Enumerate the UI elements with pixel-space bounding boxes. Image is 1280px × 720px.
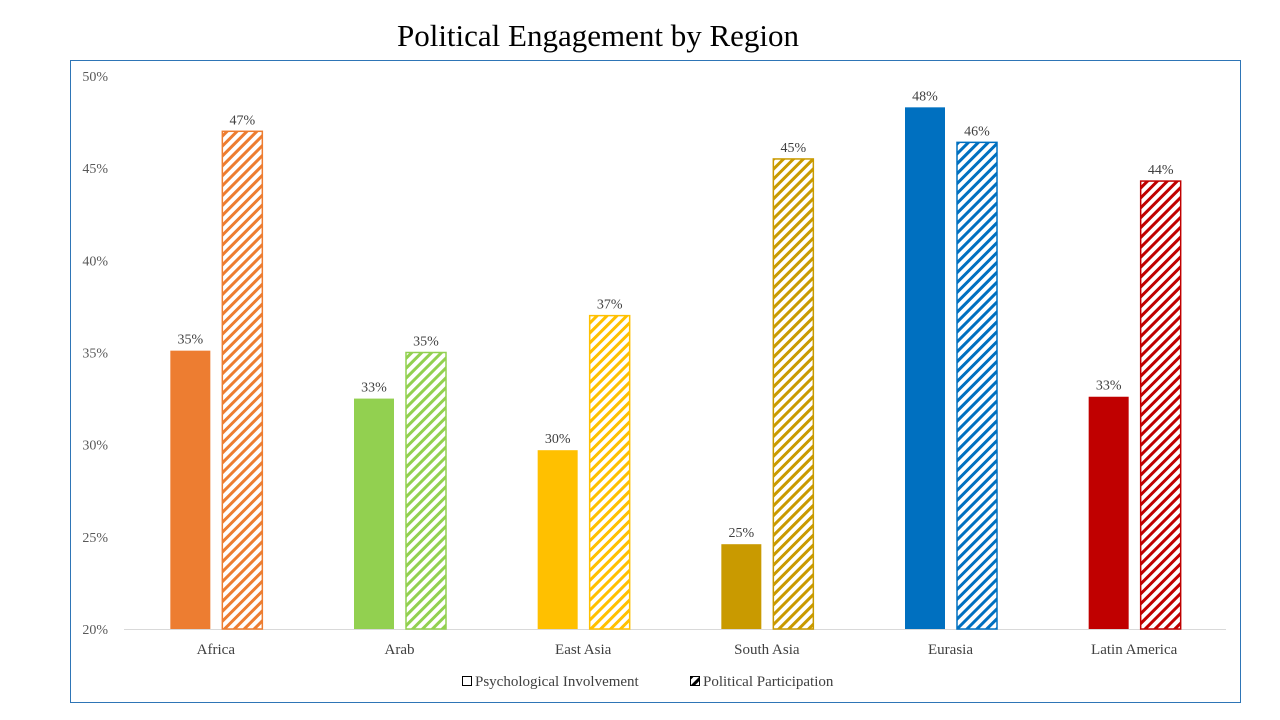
- x-category-label: Arab: [385, 642, 415, 658]
- category-group: 25% 45% South Asia: [721, 141, 815, 658]
- bar-political-participation: [405, 351, 447, 630]
- data-label: 47%: [229, 113, 255, 128]
- x-category-label: Latin America: [1091, 642, 1178, 658]
- y-tick-label: 30%: [82, 439, 108, 454]
- y-tick-label: 40%: [82, 254, 108, 269]
- data-label: 48%: [912, 89, 938, 104]
- data-label: 35%: [177, 333, 203, 348]
- legend-swatch-solid: [462, 676, 472, 686]
- data-label: 30%: [545, 432, 571, 447]
- chart-title: Political Engagement by Region: [397, 18, 800, 53]
- category-group: 33% 35% Arab: [354, 335, 447, 658]
- bars: 35% 47% Africa 33% 35% Arab 30% 37% East Asia 25%…: [170, 89, 1182, 658]
- data-label: 44%: [1148, 163, 1174, 178]
- bar-psychological-involvement: [721, 544, 762, 629]
- bar-political-participation: [588, 314, 631, 630]
- category-group: 35% 47% Africa: [170, 113, 264, 658]
- x-category-label: East Asia: [555, 642, 612, 658]
- data-label: 33%: [1096, 379, 1122, 394]
- bar-psychological-involvement: [1088, 396, 1129, 629]
- data-label: 45%: [780, 141, 806, 156]
- legend-swatch-hatched: [690, 676, 700, 686]
- bar-psychological-involvement: [354, 398, 394, 629]
- data-label: 33%: [361, 381, 387, 396]
- category-group: 48% 46% Eurasia: [905, 89, 998, 658]
- data-label: 35%: [413, 335, 439, 350]
- data-label: 46%: [964, 124, 990, 139]
- bar-political-participation: [1139, 180, 1182, 630]
- bar-political-participation: [221, 130, 264, 630]
- bar-psychological-involvement: [905, 107, 945, 629]
- category-group: 30% 37% East Asia: [537, 298, 631, 658]
- bar-political-participation: [956, 141, 998, 630]
- x-category-label: South Asia: [734, 642, 800, 658]
- y-tick-label: 50%: [82, 70, 108, 85]
- category-group: 33% 44% Latin America: [1088, 163, 1182, 658]
- legend-label-political-participation: Political Participation: [703, 674, 834, 690]
- y-axis: 20% 25% 30% 35% 40% 45% 50%: [82, 70, 108, 638]
- y-tick-label: 25%: [82, 531, 108, 546]
- x-category-label: Africa: [197, 642, 236, 658]
- chart-frame: [70, 60, 1241, 703]
- bar-psychological-involvement: [537, 450, 578, 629]
- data-label: 37%: [597, 298, 623, 313]
- y-tick-label: 20%: [82, 623, 108, 638]
- x-category-label: Eurasia: [928, 642, 973, 658]
- legend-label-psychological-involvement: Psychological Involvement: [475, 674, 640, 690]
- legend: Psychological Involvement Political Part…: [462, 674, 834, 690]
- y-tick-label: 35%: [82, 347, 108, 362]
- data-label: 25%: [728, 526, 754, 541]
- y-tick-label: 45%: [82, 162, 108, 177]
- bar-psychological-involvement: [170, 350, 211, 629]
- bar-political-participation: [772, 158, 815, 630]
